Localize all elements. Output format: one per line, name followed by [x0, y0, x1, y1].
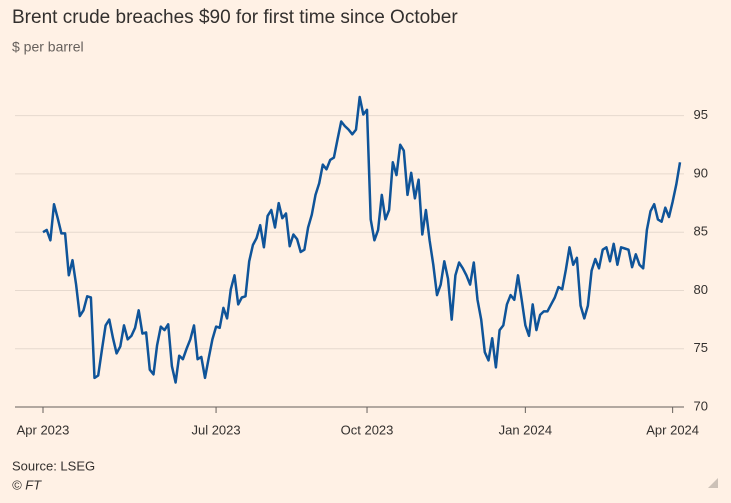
- x-tick-label: Jul 2023: [191, 422, 240, 437]
- chart-subtitle: $ per barrel: [12, 39, 84, 55]
- credit: © FT: [12, 477, 42, 492]
- y-tick-label: 85: [694, 224, 708, 239]
- y-tick-label: 95: [694, 107, 708, 122]
- x-tick-label: Jan 2024: [499, 422, 553, 437]
- y-tick-label: 70: [694, 398, 708, 413]
- corner-icon: [708, 478, 718, 488]
- chart-title: Brent crude breaches $90 for first time …: [12, 7, 458, 28]
- x-tick-label: Oct 2023: [341, 422, 394, 437]
- source: Source: LSEG: [12, 458, 95, 473]
- y-tick-label: 75: [694, 340, 708, 355]
- y-tick-label: 90: [694, 165, 708, 180]
- x-tick-label: Apr 2024: [646, 422, 699, 437]
- y-tick-label: 80: [694, 282, 708, 297]
- price-line: [42, 95, 682, 384]
- x-tick-label: Apr 2023: [17, 422, 70, 437]
